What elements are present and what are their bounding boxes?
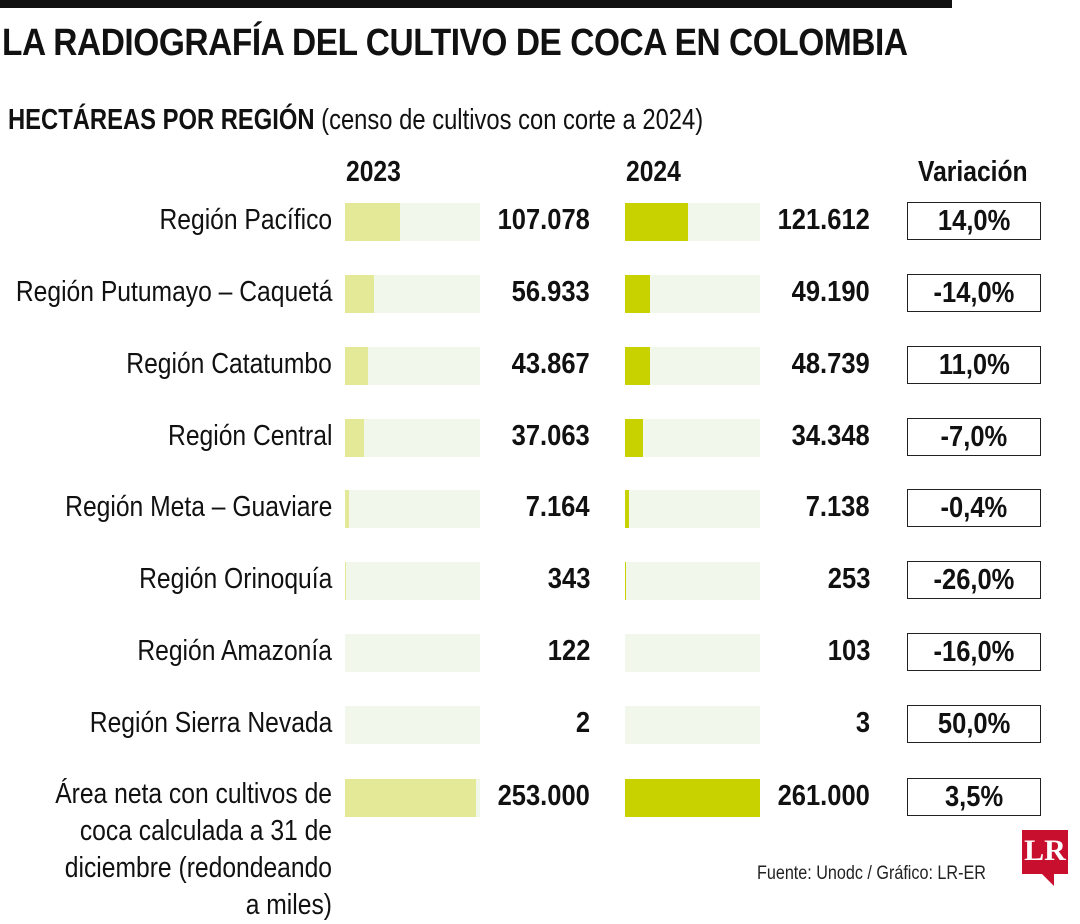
category-label: Región Putumayo – Caquetá	[15, 276, 332, 309]
value-label-2023: 43.867	[512, 348, 590, 381]
value-label-2024: 3	[856, 707, 870, 740]
bar-track-2023	[345, 562, 480, 600]
chart-row: Región Putumayo – Caquetá 56.933 49.190 -14…	[0, 274, 1080, 314]
bar-track-2023	[345, 275, 480, 313]
subtitle-note: (censo de cultivos con corte a 2024)	[321, 104, 703, 136]
bar-track-2023	[345, 203, 480, 241]
bar-2023	[345, 347, 368, 385]
chart-title: LA RADIOGRAFÍA DEL CULTIVO DE COCA EN CO…	[2, 22, 908, 65]
bar-track-2024	[625, 634, 760, 672]
value-label-2023: 107.078	[498, 204, 590, 237]
bar-track-2024	[625, 347, 760, 385]
lr-logo: LR	[1022, 830, 1068, 874]
variation-value: -0,4%	[941, 490, 1008, 526]
variation-value: -14,0%	[934, 275, 1015, 311]
bar-2023	[345, 419, 364, 457]
variation-value: 11,0%	[939, 347, 1010, 383]
bar-track-2024	[625, 203, 760, 241]
bar-track-2024	[625, 490, 760, 528]
source-note: Fuente: Unodc / Gráfico: LR-ER	[757, 863, 986, 885]
variation-value: 3,5%	[945, 779, 1003, 815]
chart-row: Área neta con cultivos de coca calculada…	[0, 778, 1080, 818]
value-label-2024: 7.138	[806, 491, 870, 524]
chart-subtitle: HECTÁREAS POR REGIÓN (censo de cultivos …	[8, 104, 703, 137]
variation-box: -16,0%	[907, 633, 1041, 671]
variation-box: -14,0%	[907, 274, 1041, 312]
chart-row: Región Sierra Nevada 2 3 50,0%	[0, 705, 1080, 745]
column-header-variacion: Variación	[918, 156, 1028, 189]
bar-track-2023	[345, 706, 480, 744]
variation-box: 3,5%	[907, 778, 1041, 816]
bar-track-2023	[345, 779, 480, 817]
chart-row: Región Amazonía 122 103 -16,0%	[0, 633, 1080, 673]
chart-row: Región Orinoquía 343 253 -26,0%	[0, 561, 1080, 601]
value-label-2024: 103	[827, 635, 870, 668]
bar-2024	[625, 203, 688, 241]
category-label: Región Pacífico	[159, 204, 332, 237]
variation-value: -16,0%	[934, 634, 1015, 670]
category-label: Región Catatumbo	[126, 348, 332, 381]
chart-row: Región Catatumbo 43.867 48.739 11,0%	[0, 346, 1080, 386]
value-label-2024: 121.612	[778, 204, 870, 237]
top-rule	[0, 0, 952, 8]
value-label-2024: 253	[827, 563, 870, 596]
bar-track-2024	[625, 562, 760, 600]
value-label-2023: 37.063	[512, 420, 590, 453]
value-label-2024: 261.000	[778, 780, 870, 813]
bar-2024	[625, 419, 643, 457]
category-label: Región Sierra Nevada	[89, 707, 332, 740]
bar-track-2024	[625, 419, 760, 457]
lr-logo-tail	[1042, 874, 1054, 886]
bar-track-2023	[345, 490, 480, 528]
variation-box: -0,4%	[907, 489, 1041, 527]
value-label-2023: 343	[547, 563, 590, 596]
column-header-2023: 2023	[346, 156, 401, 189]
value-label-2023: 2	[576, 707, 590, 740]
value-label-2023: 7.164	[526, 491, 590, 524]
value-label-2024: 48.739	[792, 348, 870, 381]
bar-track-2023	[345, 634, 480, 672]
bar-track-2024	[625, 706, 760, 744]
chart-row: Región Meta – Guaviare 7.164 7.138 -0,4%	[0, 489, 1080, 529]
bar-track-2024	[625, 779, 760, 817]
value-label-2023: 56.933	[512, 276, 590, 309]
category-label: Región Central	[168, 420, 332, 453]
bar-2024	[625, 490, 629, 528]
variation-box: 50,0%	[907, 705, 1041, 743]
bar-2023	[345, 275, 374, 313]
variation-box: -26,0%	[907, 561, 1041, 599]
variation-box: -7,0%	[907, 418, 1041, 456]
bar-2024	[625, 275, 650, 313]
variation-value: 50,0%	[938, 706, 1010, 742]
category-label: Región Meta – Guaviare	[65, 491, 332, 524]
bar-track-2023	[345, 347, 480, 385]
category-label: Área neta con cultivos de coca calculada…	[52, 776, 333, 924]
chart-row: Región Pacífico 107.078 121.612 14,0%	[0, 202, 1080, 242]
bar-2024	[625, 779, 760, 817]
value-label-2024: 49.190	[792, 276, 870, 309]
variation-box: 11,0%	[907, 346, 1041, 384]
chart-row: Región Central 37.063 34.348 -7,0%	[0, 418, 1080, 458]
category-label: Región Amazonía	[137, 635, 332, 668]
value-label-2023: 122	[547, 635, 590, 668]
subtitle-bold: HECTÁREAS POR REGIÓN	[8, 104, 315, 136]
bar-2024	[625, 347, 650, 385]
bar-2023	[345, 203, 400, 241]
variation-value: 14,0%	[938, 203, 1010, 239]
bar-track-2023	[345, 419, 480, 457]
bar-track-2024	[625, 275, 760, 313]
category-label: Región Orinoquía	[139, 563, 332, 596]
variation-value: -26,0%	[934, 562, 1015, 598]
variation-value: -7,0%	[941, 419, 1008, 455]
value-label-2024: 34.348	[792, 420, 870, 453]
value-label-2023: 253.000	[498, 780, 590, 813]
column-header-2024: 2024	[626, 156, 681, 189]
variation-box: 14,0%	[907, 202, 1041, 240]
bar-2023	[345, 779, 476, 817]
bar-2023	[345, 490, 349, 528]
